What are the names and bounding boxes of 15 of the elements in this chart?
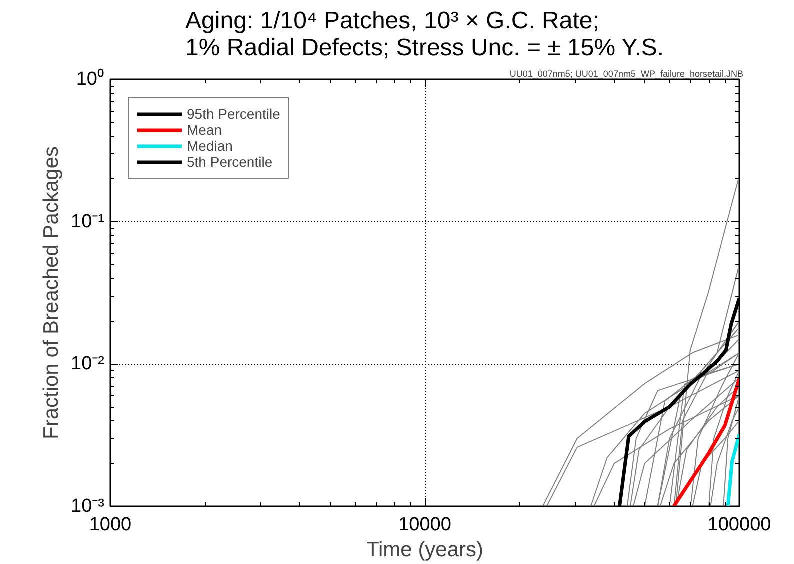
x-tick-label: 100000 [708, 514, 772, 536]
y-tick-label: 10⁰ [76, 68, 105, 90]
legend-label: 5th Percentile [187, 154, 273, 170]
chart-title: Aging: 1/10⁴ Patches, 10³ × G.C. Rate; 1% Radial Defects; Stress Unc. = ± 15% Y.S. [186, 8, 664, 62]
legend-label: Mean [187, 122, 222, 138]
text: UU01_007nm5; UU01_007nm5_WP_failure_horsetail.JNB [510, 69, 744, 79]
legend-label: Median [187, 138, 233, 154]
x-tick-label: 1000 [89, 514, 132, 536]
x-axis-title: Time (years) [366, 538, 484, 562]
x-tick-label: 10000 [398, 514, 452, 536]
y-axis-title: Fraction of Breached Packages [40, 146, 64, 440]
y-tick-label: 10⁻¹ [71, 211, 105, 232]
legend-label: 95th Percentile [187, 106, 280, 122]
y-tick-label: 10⁻² [71, 354, 105, 375]
y-tick-label: 10⁻³ [71, 496, 105, 517]
